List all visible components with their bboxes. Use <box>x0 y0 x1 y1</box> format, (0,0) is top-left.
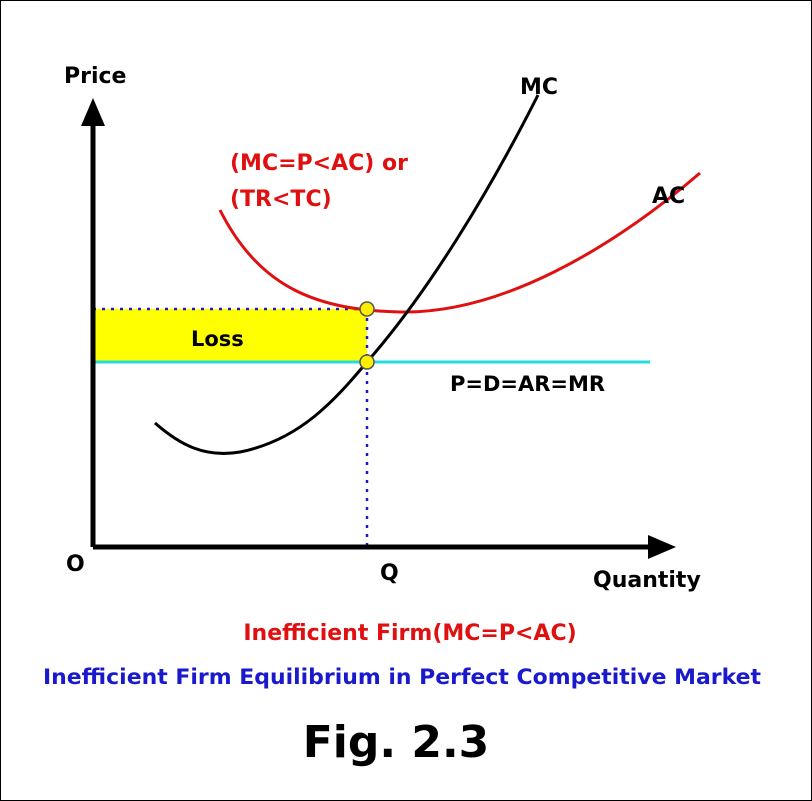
mc-curve <box>154 94 540 455</box>
condition-label: (MC=P<AC) or <box>230 151 408 176</box>
y-arrow <box>81 98 105 126</box>
price-line-label: P=D=AR=MR <box>450 372 605 396</box>
condition-label: (TR<TC) <box>230 187 332 212</box>
ac-label: AC <box>652 184 685 209</box>
q-label: Q <box>380 561 399 586</box>
equilibrium-point <box>359 354 375 370</box>
loss-label: Loss <box>191 327 244 351</box>
x-arrow <box>648 535 676 559</box>
caption: Inefficient Firm(MC=P<AC) <box>243 621 576 646</box>
y-axis-label: Price <box>64 64 126 89</box>
mc-label: MC <box>520 75 558 100</box>
subtitle: Inefficient Firm Equilibrium in Perfect … <box>43 665 761 689</box>
origin-label: O <box>66 552 85 577</box>
figure-label: Fig. 2.3 <box>303 717 490 768</box>
ac-point <box>359 301 375 317</box>
loss-area <box>93 309 367 362</box>
x-axis-label: Quantity <box>593 568 701 593</box>
